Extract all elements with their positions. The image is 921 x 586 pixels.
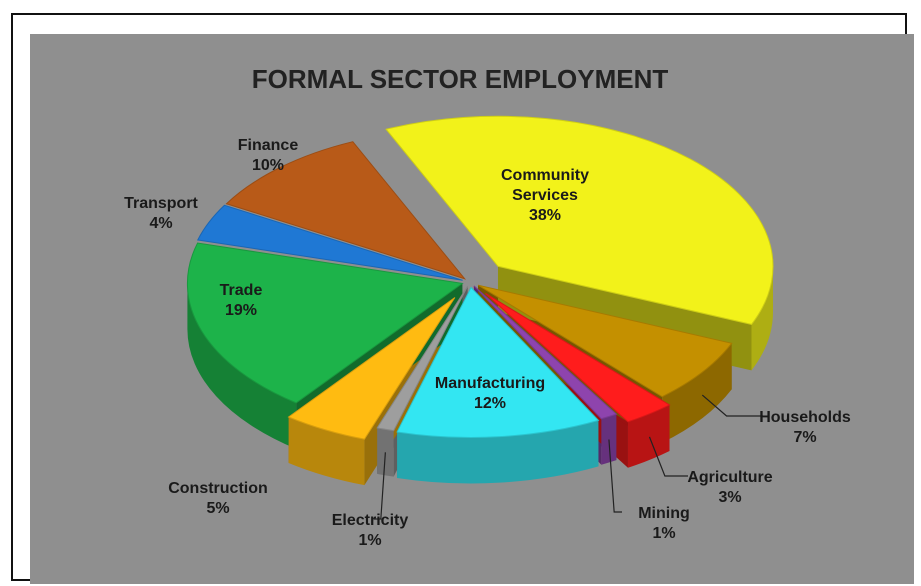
slice-side-manufacturing <box>397 420 599 484</box>
leader-line-agriculture <box>648 436 688 477</box>
slice-label-finance: Finance 10% <box>238 137 299 174</box>
slice-label-electricity: Electricity 1% <box>332 512 409 549</box>
leader-line-electricity <box>374 452 386 520</box>
leader-lines <box>374 394 763 520</box>
slice-label-agriculture: Agriculture 3% <box>687 469 772 506</box>
slice-label-trade: Trade 19% <box>220 282 263 319</box>
leader-line-households <box>701 394 763 417</box>
slice-trade <box>186 242 464 404</box>
slice-label-manufacturing: Manufacturing 12% <box>435 375 545 412</box>
chart-title: FORMAL SECTOR EMPLOYMENT <box>252 64 669 94</box>
slice-side-agriculture <box>627 404 670 468</box>
leader-line-mining <box>608 439 622 513</box>
slice-construction <box>287 297 456 440</box>
pie-tops <box>186 115 774 440</box>
slice-side-construction <box>288 416 365 486</box>
slice-side-electricity <box>377 427 394 477</box>
slice-side-households <box>662 343 732 443</box>
slice-households <box>477 284 733 398</box>
slice-mining <box>473 285 618 420</box>
slice-side-community-services <box>751 266 773 371</box>
slice-side-trade <box>187 283 297 449</box>
slice-agriculture <box>485 293 671 423</box>
slice-label-transport: Transport 4% <box>124 195 198 232</box>
slice-electricity <box>376 285 469 432</box>
slice-side-mining <box>601 414 617 465</box>
slice-manufacturing <box>396 286 600 438</box>
slice-community-services <box>385 115 774 325</box>
slice-label-community-services: Community Services 38% <box>501 167 589 224</box>
slice-finance <box>225 141 467 280</box>
slice-labels: Community Services 38% Households 7% Agricult… <box>124 137 851 549</box>
slice-label-households: Households 7% <box>759 409 851 446</box>
slice-transport <box>196 204 463 281</box>
slice-label-mining: Mining 1% <box>638 505 690 542</box>
slice-label-construction: Construction 5% <box>168 480 268 517</box>
